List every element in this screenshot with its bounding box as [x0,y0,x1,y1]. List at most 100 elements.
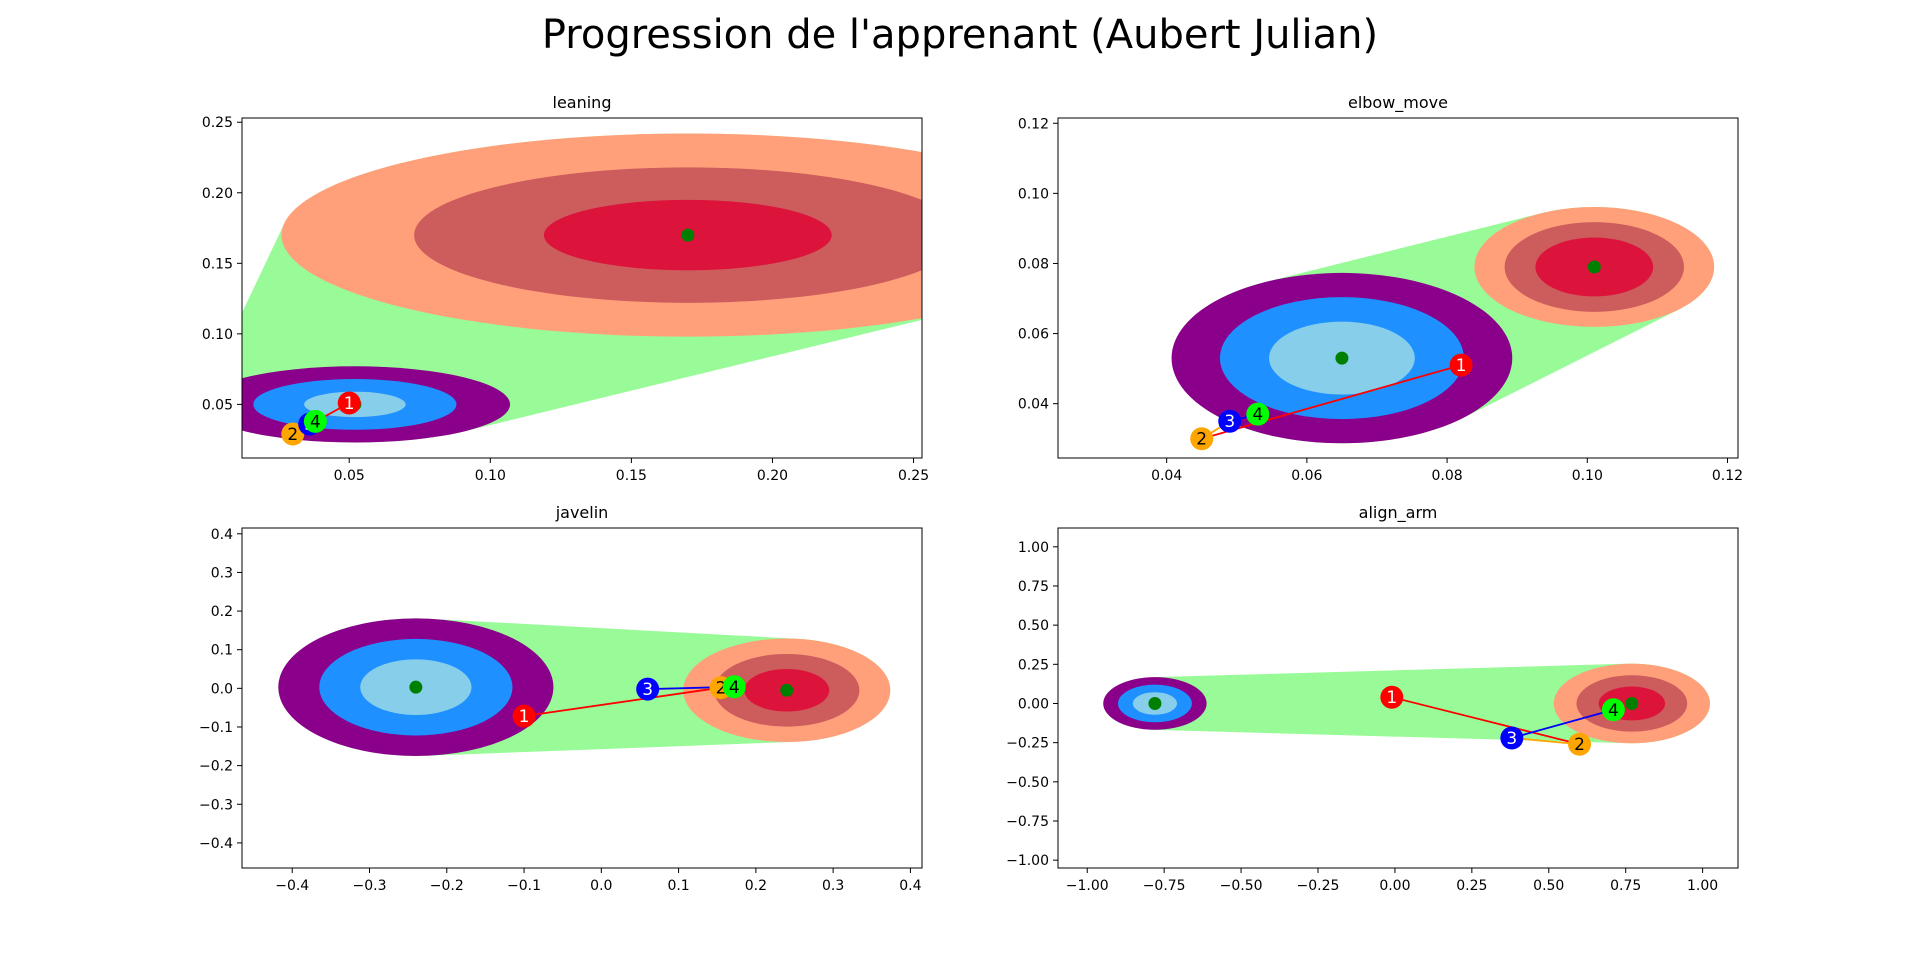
y-tick-label: 0.50 [1018,618,1049,634]
figure-title: Progression de l'apprenant (Aubert Julia… [542,12,1378,58]
plot-area: 1 2 3 4 [1103,663,1711,756]
x-tick-label: 0.50 [1533,878,1564,894]
x-tick-label: 1.00 [1687,878,1718,894]
attempt-label: 1 [1456,356,1467,376]
y-tick-label: 0.0 [211,681,233,697]
y-tick-label: 0.10 [1018,186,1049,202]
attempt-point [1500,726,1524,750]
attempt-label: 2 [287,425,298,445]
y-tick-label: 0.2 [211,604,233,620]
expert-center-point [1625,696,1639,710]
x-tick-label: −1.00 [1066,878,1109,894]
attempt-point [1449,353,1473,377]
attempt-label: 4 [1608,701,1619,721]
attempt-label: 3 [642,680,653,700]
attempt-label: 4 [310,412,321,432]
y-tick-label: −0.1 [199,720,233,736]
axes-frame [241,527,923,869]
x-tick-label: 0.00 [1379,878,1410,894]
x-tick-label: 0.04 [1151,468,1182,484]
attempt-label: 2 [1574,735,1585,755]
y-tick-label: −0.75 [1006,814,1049,830]
expert-center-point [780,683,794,697]
subplot-title: align_arm [1359,503,1438,523]
subplot-title: leaning [553,93,612,112]
subplot-title: elbow_move [1348,93,1448,113]
expert-center-point [681,228,695,242]
attempt-point [303,409,327,433]
subplot-leaning: leaning12340.050.100.150.200.250.050.100… [202,93,929,484]
expert-center-point [1587,260,1601,274]
attempt-point [1380,685,1404,709]
x-tick-label: 0.10 [1572,468,1603,484]
y-tick-label: −1.00 [1006,853,1049,869]
axes-frame [1057,527,1739,869]
x-tick-label: −0.1 [507,878,541,894]
y-tick-label: 0.1 [211,643,233,659]
y-tick-label: 0.3 [211,565,233,581]
x-tick-label: 0.1 [667,878,689,894]
attempt-point [337,391,361,415]
y-tick-label: 0.12 [1018,116,1049,132]
x-tick-label: 0.08 [1431,468,1462,484]
x-tick-label: 0.25 [1456,878,1487,894]
attempt-label: 2 [1196,430,1207,450]
attempt-point [512,704,536,728]
y-tick-label: −0.2 [199,759,233,775]
x-tick-label: 0.25 [898,468,929,484]
attempt-point [1190,427,1214,451]
attempt-label: 3 [1224,412,1235,432]
x-tick-label: −0.50 [1220,878,1263,894]
attempt-point [281,422,305,446]
progression-line [1511,708,1614,739]
x-tick-label: −0.25 [1297,878,1340,894]
y-tick-label: −0.3 [199,797,233,813]
attempt-point [1246,402,1270,426]
progression-line [523,686,722,718]
x-tick-label: −0.3 [353,878,387,894]
subplot-align_arm: align_arm 1 2 3 4 −1.00 −0.75 −0.50 −0.25 0.00 0.2… [1006,503,1739,894]
x-tick-label: 0.05 [334,468,365,484]
progress-hull [1103,663,1710,744]
y-tick-label: −0.4 [199,836,233,852]
attempt-label: 1 [1386,688,1397,708]
x-tick-label: 0.12 [1712,468,1743,484]
attempt-label: 1 [519,707,530,727]
y-tick-label: 0.75 [1018,579,1049,595]
y-tick-label: 0.06 [1018,327,1049,343]
attempt-label: 4 [1252,405,1263,425]
x-tick-label: 0.2 [745,878,767,894]
attempt-label: 3 [1506,729,1517,749]
subplot-grid: leaning12340.050.100.150.200.250.050.100… [199,93,1743,894]
y-tick-label: 1.00 [1018,540,1049,556]
y-tick-label: 0.15 [202,256,233,272]
x-tick-label: 0.15 [616,468,647,484]
x-tick-label: 0.20 [757,468,788,484]
y-tick-label: 0.08 [1018,256,1049,272]
x-tick-label: 0.0 [590,878,612,894]
axes-frame [1057,117,1739,459]
subplot-elbow_move: elbow_move 1 23 4 0.04 0.06 0.08 0.10 0.12 0.04 0.… [1018,93,1743,484]
x-tick-label: 0.10 [475,468,506,484]
x-tick-label: 0.06 [1291,468,1322,484]
y-tick-label: −0.25 [1006,736,1049,752]
attempt-point [1218,409,1242,433]
y-tick-label: 0.04 [1018,397,1049,413]
attempt-point [636,677,660,701]
x-tick-label: −0.75 [1143,878,1186,894]
y-tick-label: 0.25 [1018,657,1049,673]
y-tick-label: 0.4 [211,527,233,543]
student-center-point [409,680,423,694]
y-tick-label: 0.10 [202,327,233,343]
y-tick-label: 0.20 [202,186,233,202]
x-tick-label: 0.3 [822,878,844,894]
subplot-title: javelin [555,503,609,522]
x-tick-label: −0.2 [430,878,464,894]
attempt-point [1568,732,1592,756]
subplot-javelin: javelin 1 2 3 4 −0.4 −0.3 −0.2 −0.1 0.0 0.1 0.2 0.3 0… [199,503,923,894]
progression-line [1201,364,1462,440]
y-tick-label: 0.05 [202,397,233,413]
attempt-label: 2 [716,679,727,699]
